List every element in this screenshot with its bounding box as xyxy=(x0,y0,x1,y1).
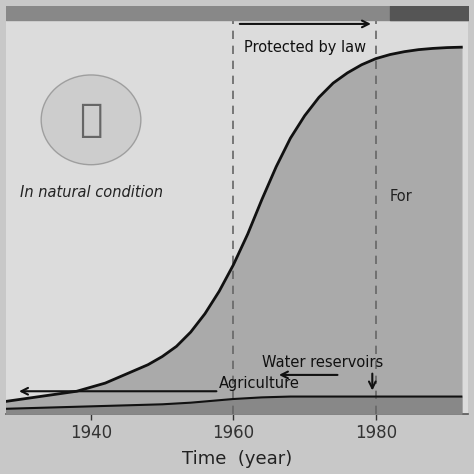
Text: Water reservoirs: Water reservoirs xyxy=(262,355,383,370)
Text: For: For xyxy=(390,190,413,204)
Text: Agriculture: Agriculture xyxy=(219,376,300,391)
Text: 🌿: 🌿 xyxy=(79,101,103,139)
Text: Protected by law: Protected by law xyxy=(244,40,366,55)
Text: In natural condition: In natural condition xyxy=(20,185,163,201)
X-axis label: Time  (year): Time (year) xyxy=(182,450,292,468)
Ellipse shape xyxy=(41,75,141,165)
